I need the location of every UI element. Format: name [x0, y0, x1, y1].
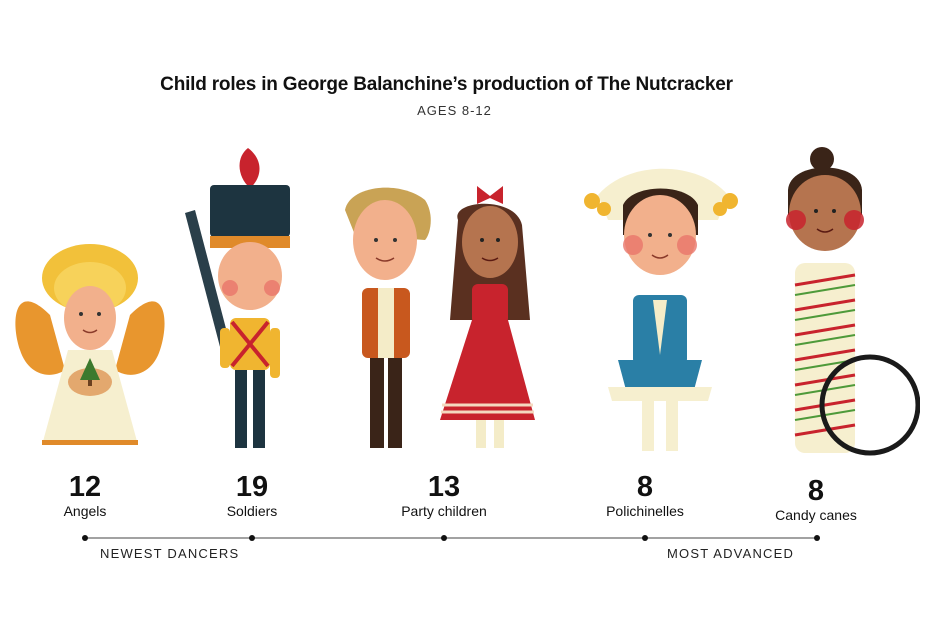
- party-children-illustration: [345, 186, 535, 448]
- candy-cane-illustration: [786, 147, 920, 456]
- soldiers-count: 19: [235, 471, 269, 503]
- polichinelles-label: Polichinelles: [606, 503, 684, 519]
- soldiers-label: Soldiers: [226, 503, 278, 519]
- soldier-illustration: [185, 148, 290, 448]
- chart-title: Child roles in George Balanchine’s produ…: [160, 74, 733, 95]
- candy-canes-label: Candy canes: [775, 507, 857, 523]
- polichinelles-count: 8: [636, 471, 654, 503]
- chart-subtitle: AGES 8-12: [417, 103, 492, 118]
- polichinelle-illustration: [584, 168, 738, 451]
- angels-count: 12: [68, 471, 102, 503]
- scale-dot-party-children: [441, 535, 447, 541]
- candy-canes-count: 8: [807, 475, 825, 507]
- angel-illustration: [15, 244, 165, 445]
- scale-dot-polichinelles: [642, 535, 648, 541]
- most-advanced-label: MOST ADVANCED: [667, 546, 795, 561]
- scale-dot-soldiers: [249, 535, 255, 541]
- party-children-count: 13: [427, 471, 461, 503]
- angels-label: Angels: [63, 503, 107, 519]
- scale-dot-candy-canes: [814, 535, 820, 541]
- party-children-label: Party children: [401, 503, 487, 519]
- newest-dancers-label: NEWEST DANCERS: [100, 546, 240, 561]
- scale-dot-angels: [82, 535, 88, 541]
